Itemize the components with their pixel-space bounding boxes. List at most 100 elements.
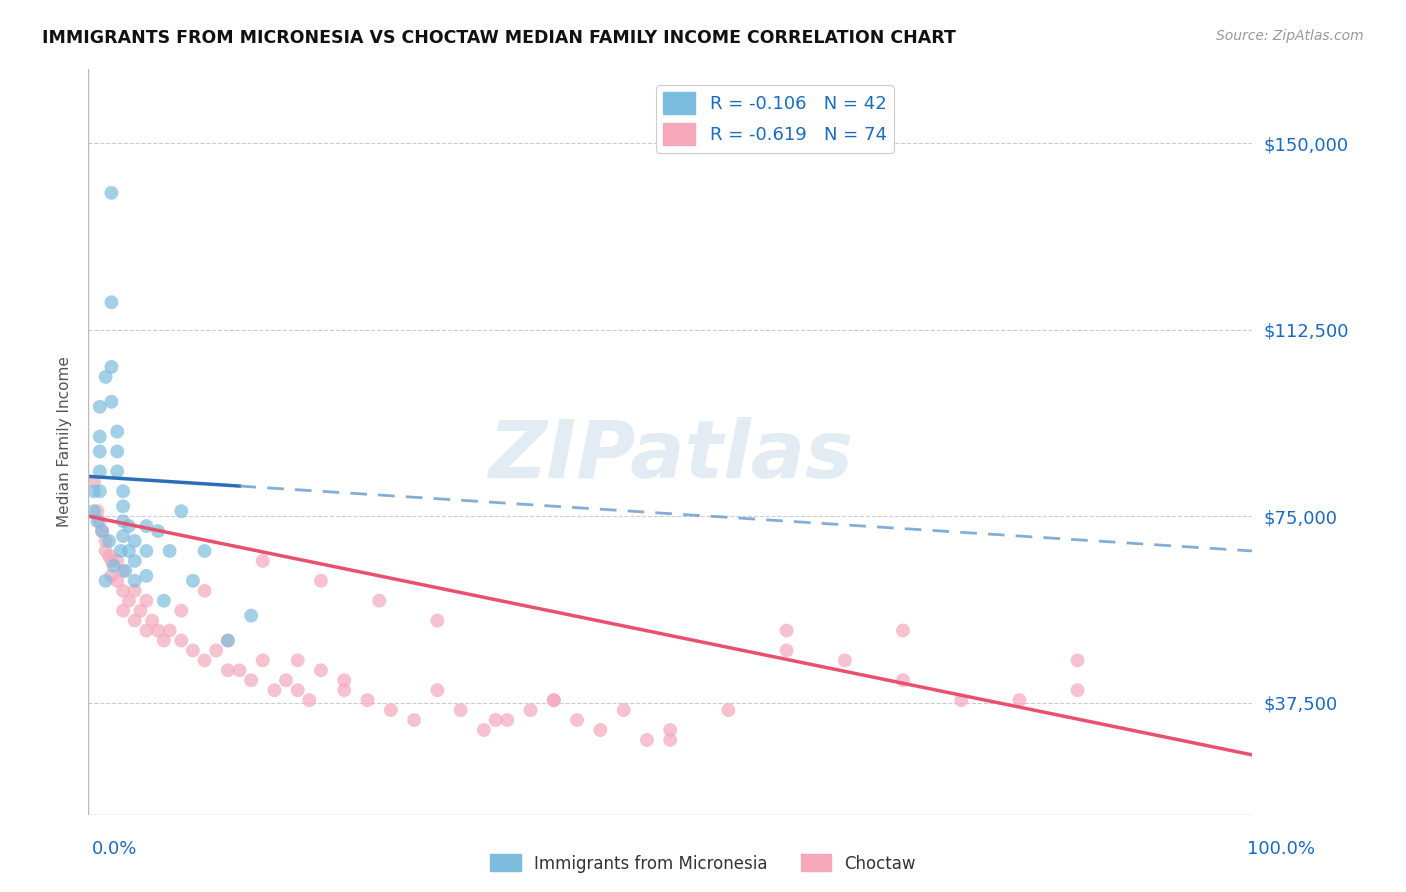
Point <box>380 703 402 717</box>
Text: ZIPatlas: ZIPatlas <box>488 417 852 495</box>
Point <box>193 544 215 558</box>
Point <box>135 544 157 558</box>
Point <box>135 519 157 533</box>
Point <box>124 574 146 588</box>
Point <box>89 514 111 528</box>
Point <box>217 633 239 648</box>
Point <box>94 544 117 558</box>
Point <box>105 574 128 588</box>
Point <box>89 444 111 458</box>
Point <box>159 544 181 558</box>
Point <box>146 524 169 538</box>
Point <box>181 643 204 657</box>
Point <box>891 673 914 688</box>
Point <box>274 673 297 688</box>
Point <box>105 464 128 478</box>
Point <box>205 643 228 657</box>
Text: 100.0%: 100.0% <box>1247 840 1315 858</box>
Point <box>543 693 565 707</box>
Text: Source: ZipAtlas.com: Source: ZipAtlas.com <box>1216 29 1364 43</box>
Point <box>484 713 506 727</box>
Point <box>112 564 135 578</box>
Point <box>775 643 797 657</box>
Point <box>153 633 176 648</box>
Legend: Immigrants from Micronesia, Choctaw: Immigrants from Micronesia, Choctaw <box>484 847 922 880</box>
Point <box>112 499 135 513</box>
Point <box>83 504 105 518</box>
Point <box>472 723 495 737</box>
Point <box>543 693 565 707</box>
Point <box>118 593 141 607</box>
Point <box>613 703 636 717</box>
Point <box>333 673 356 688</box>
Point <box>333 683 356 698</box>
Point <box>240 608 263 623</box>
Point <box>105 554 128 568</box>
Point <box>659 733 682 747</box>
Point <box>89 400 111 414</box>
Point <box>112 484 135 499</box>
Point <box>94 370 117 384</box>
Point <box>124 614 146 628</box>
Point <box>94 534 117 549</box>
Point <box>112 604 135 618</box>
Point <box>153 593 176 607</box>
Text: IMMIGRANTS FROM MICRONESIA VS CHOCTAW MEDIAN FAMILY INCOME CORRELATION CHART: IMMIGRANTS FROM MICRONESIA VS CHOCTAW ME… <box>42 29 956 46</box>
Point <box>98 549 121 563</box>
Point <box>114 564 136 578</box>
Point <box>404 713 426 727</box>
Point <box>135 593 157 607</box>
Point <box>98 534 121 549</box>
Point <box>124 554 146 568</box>
Point <box>129 604 152 618</box>
Point <box>287 653 309 667</box>
Point <box>86 514 108 528</box>
Point <box>105 425 128 439</box>
Point <box>252 554 274 568</box>
Point <box>89 429 111 443</box>
Point <box>112 529 135 543</box>
Point <box>118 519 141 533</box>
Point <box>118 544 141 558</box>
Point <box>368 593 391 607</box>
Point <box>589 723 612 737</box>
Point <box>717 703 740 717</box>
Point <box>100 394 122 409</box>
Point <box>228 663 250 677</box>
Point <box>659 723 682 737</box>
Point <box>298 693 321 707</box>
Point <box>170 504 193 518</box>
Point <box>141 614 163 628</box>
Point <box>193 653 215 667</box>
Point <box>834 653 856 667</box>
Point <box>426 614 449 628</box>
Point <box>193 583 215 598</box>
Point <box>181 574 204 588</box>
Point <box>83 475 105 489</box>
Point <box>105 444 128 458</box>
Point <box>426 683 449 698</box>
Point <box>103 558 125 573</box>
Point <box>89 484 111 499</box>
Point <box>950 693 973 707</box>
Point <box>356 693 378 707</box>
Point <box>89 464 111 478</box>
Point <box>496 713 519 727</box>
Point <box>775 624 797 638</box>
Point <box>91 524 114 538</box>
Point <box>159 624 181 638</box>
Point <box>94 574 117 588</box>
Point <box>91 524 114 538</box>
Point <box>100 569 122 583</box>
Point <box>636 733 658 747</box>
Point <box>309 663 332 677</box>
Y-axis label: Median Family Income: Median Family Income <box>58 356 72 527</box>
Legend: R = -0.106   N = 42, R = -0.619   N = 74: R = -0.106 N = 42, R = -0.619 N = 74 <box>655 85 894 153</box>
Point <box>263 683 285 698</box>
Point <box>217 663 239 677</box>
Point <box>86 504 108 518</box>
Point <box>100 554 122 568</box>
Point <box>565 713 588 727</box>
Text: 0.0%: 0.0% <box>91 840 136 858</box>
Point <box>124 583 146 598</box>
